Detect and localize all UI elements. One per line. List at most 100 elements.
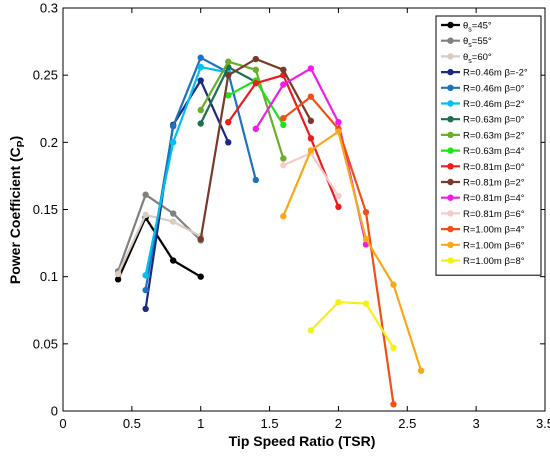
legend-swatch-marker bbox=[447, 131, 454, 139]
legend-label: θs=60° bbox=[463, 52, 492, 65]
data-point bbox=[114, 276, 122, 283]
legend-swatch-marker bbox=[447, 53, 454, 60]
series-10 bbox=[197, 55, 315, 243]
data-point bbox=[197, 235, 204, 243]
legend-item: R=0.63m β=0° bbox=[441, 115, 525, 126]
data-point bbox=[362, 300, 370, 307]
legend: θs=45°θs=55°θs=60°R=0.46m β=-2°R=0.46m β… bbox=[435, 15, 542, 276]
y-tick-label: 0 bbox=[51, 404, 58, 419]
legend-swatch-marker bbox=[447, 100, 454, 107]
legend-label: R=0.81m β=4° bbox=[463, 193, 525, 204]
data-point bbox=[335, 192, 342, 200]
data-point bbox=[390, 281, 397, 288]
series-13 bbox=[280, 93, 397, 408]
y-tick-label: 0.3 bbox=[40, 1, 58, 16]
legend-box bbox=[435, 15, 542, 276]
data-point bbox=[307, 327, 315, 334]
series-0 bbox=[114, 214, 204, 283]
data-point bbox=[169, 257, 177, 264]
data-point bbox=[225, 71, 232, 79]
y-tick-label: 0.1 bbox=[40, 269, 58, 284]
legend-label-subscript: s bbox=[468, 42, 472, 49]
legend-item: θs=60° bbox=[441, 52, 492, 65]
series-line bbox=[144, 56, 257, 291]
legend-item: R=0.81m β=4° bbox=[441, 193, 525, 204]
series-line bbox=[199, 60, 285, 159]
data-point bbox=[169, 218, 177, 225]
legend-label-tail: =55° bbox=[472, 36, 492, 47]
data-point bbox=[362, 208, 370, 216]
x-tick-label: 3.5 bbox=[536, 416, 550, 431]
legend-label-subscript: s bbox=[468, 58, 472, 65]
series-line bbox=[282, 95, 395, 405]
y-axis-label: Power Coefficient (CP) bbox=[7, 136, 27, 284]
y-tick-label: 0.15 bbox=[33, 202, 58, 217]
data-point bbox=[197, 63, 204, 71]
legend-swatch-marker bbox=[447, 37, 454, 44]
series-line bbox=[144, 79, 230, 310]
data-point bbox=[225, 139, 232, 146]
data-point bbox=[197, 54, 204, 61]
series-line bbox=[117, 216, 202, 280]
data-point bbox=[280, 66, 287, 73]
x-tick-label: 2 bbox=[335, 416, 342, 431]
data-point bbox=[335, 298, 342, 306]
x-tick-label: 0.5 bbox=[123, 416, 141, 431]
legend-label-main: R=0.46m β=2° bbox=[463, 99, 525, 110]
legend-label-main: R=0.63m β=2° bbox=[463, 130, 525, 141]
data-point bbox=[307, 147, 315, 154]
series-14 bbox=[280, 128, 425, 374]
data-point bbox=[390, 401, 397, 408]
legend-swatch-marker bbox=[447, 21, 454, 29]
y-tick-label: 0.2 bbox=[40, 135, 58, 150]
legend-label: θs=55° bbox=[463, 36, 492, 49]
x-tick-label: 3 bbox=[473, 416, 480, 431]
series-line bbox=[282, 130, 423, 372]
series-7 bbox=[197, 58, 287, 162]
legend-label-main: R=0.46m β=-2° bbox=[463, 68, 528, 79]
data-point bbox=[142, 211, 149, 219]
data-point bbox=[114, 270, 122, 278]
legend-item: R=0.63m β=4° bbox=[441, 146, 525, 157]
data-point bbox=[142, 286, 149, 294]
legend-label: R=1.00m β=4° bbox=[463, 225, 525, 236]
data-point bbox=[197, 106, 204, 114]
legend-label: θs=45° bbox=[463, 21, 492, 34]
series-layer bbox=[114, 54, 425, 408]
series-line bbox=[144, 65, 229, 276]
legend-item: R=0.81m β=2° bbox=[441, 178, 525, 189]
data-point bbox=[142, 272, 149, 279]
legend-label-tail: =60° bbox=[472, 52, 492, 63]
data-point bbox=[280, 161, 287, 169]
y-tick-label: 0.25 bbox=[33, 68, 58, 83]
legend-label: R=1.00m β=8° bbox=[463, 256, 525, 267]
axis-ticks: 0 0.5 1 1.5 2 2.5 3 3.5 0 0.05 0.1 0.15 0.2 0.25 0.3 bbox=[33, 1, 550, 432]
legend-swatch-marker bbox=[447, 163, 454, 170]
data-point bbox=[197, 120, 204, 127]
series-line bbox=[282, 152, 340, 197]
x-tick-label: 1.5 bbox=[261, 416, 279, 431]
legend-label: R=0.81m β=0° bbox=[463, 162, 525, 173]
data-point bbox=[197, 77, 204, 84]
legend-swatch-marker bbox=[447, 147, 454, 154]
data-point bbox=[307, 93, 315, 100]
legend-label: R=0.46m β=0° bbox=[463, 83, 525, 94]
legend-swatch-marker bbox=[447, 68, 454, 76]
x-tick-label: 2.5 bbox=[398, 416, 416, 431]
series-11 bbox=[252, 65, 370, 248]
legend-label-subscript: s bbox=[468, 27, 472, 34]
legend-swatch-marker bbox=[447, 116, 454, 123]
legend-swatch-marker bbox=[447, 225, 454, 233]
legend-label: R=0.46m β=-2° bbox=[463, 68, 528, 79]
legend-swatch-marker bbox=[447, 194, 454, 201]
data-point bbox=[335, 203, 342, 211]
x-axis-label: Tip Speed Ratio (TSR) bbox=[229, 433, 376, 449]
data-point bbox=[252, 125, 259, 133]
data-point bbox=[307, 117, 315, 125]
legend-label-main: R=0.46m β=0° bbox=[463, 83, 525, 94]
y-axis-label-subscript: P bbox=[16, 140, 27, 147]
data-point bbox=[142, 305, 149, 313]
legend-label-main: θ bbox=[463, 21, 468, 32]
data-point bbox=[280, 121, 287, 129]
